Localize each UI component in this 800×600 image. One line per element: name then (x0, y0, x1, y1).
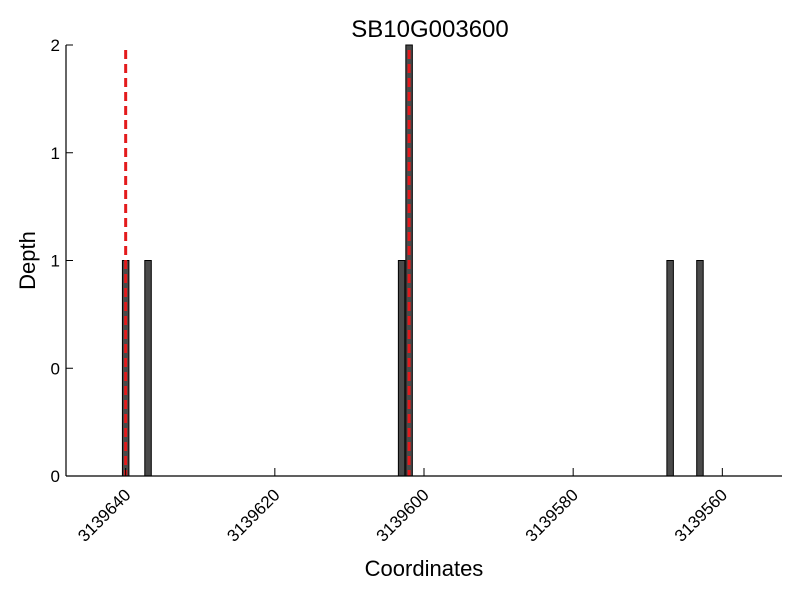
x-tick-label-0: 3139640 (74, 485, 134, 545)
bar-2 (397, 260, 406, 477)
x-tick-label-1: 3139620 (223, 485, 283, 545)
bar-1 (144, 260, 152, 477)
x-tick-label-3: 3139580 (522, 485, 582, 545)
x-axis-label: Coordinates (365, 556, 484, 581)
y-tick-label-0: 0 (51, 467, 60, 486)
bar-4 (666, 260, 674, 477)
axes-group (65, 45, 782, 477)
y-tick-label-3: 1 (51, 144, 60, 163)
y-tick-label-1: 0 (51, 359, 60, 378)
x-tick-label-2: 3139600 (373, 485, 433, 545)
y-tick-label-4: 2 (51, 36, 60, 55)
reference-lines-group (124, 50, 411, 476)
y-tick-label-2: 1 (51, 252, 60, 271)
y-ticks-group: 0 0 1 1 2 (51, 36, 73, 486)
bars-group (121, 44, 704, 477)
x-ticks-group: 3139640 3139620 3139600 3139580 3139560 (74, 468, 731, 546)
bar-5 (696, 260, 704, 477)
y-axis-label: Depth (15, 231, 40, 290)
x-tick-label-4: 3139560 (671, 485, 731, 545)
chart-title: SB10G003600 (351, 16, 508, 43)
